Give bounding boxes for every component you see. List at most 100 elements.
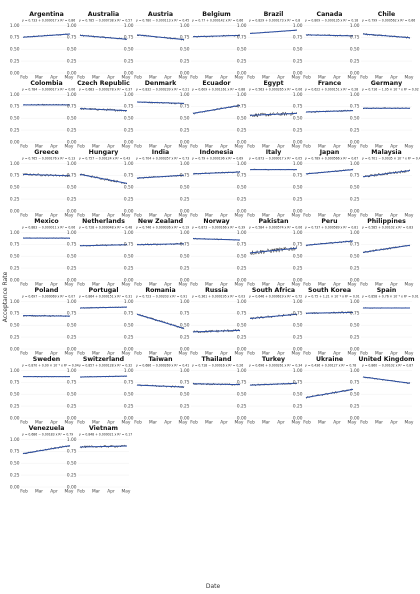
regression-equation: y = 0.757 − 0.00124 x R² = 0.43: [79, 157, 130, 161]
y-tick-label: 0.25: [67, 265, 77, 271]
x-tick-label: Apr: [164, 420, 172, 426]
x-tick-label: Apr: [277, 351, 285, 357]
y-tick-label: 0.00: [124, 277, 134, 283]
y-tick-label: 0.50: [180, 47, 190, 53]
regression-equation: y = 0.765 − 0.000176 x R² = 0.13: [22, 157, 75, 161]
y-tick-label: 0.75: [293, 35, 303, 41]
y-tick-label: 0.75: [10, 242, 20, 248]
regression-equation: y = 0.873 − 0.000017 x R² = 0.05: [249, 157, 302, 161]
x-tick-label: Feb: [20, 213, 28, 219]
y-tick-label: 0.25: [350, 403, 360, 409]
y-tick-label: 0.50: [10, 461, 20, 467]
x-tick-label: Feb: [20, 351, 28, 357]
trend-line: [79, 244, 128, 247]
x-tick-label: Mar: [375, 144, 383, 150]
regression-equation: y = 0.686 − 0.000269 x R² = 0.41: [136, 364, 189, 368]
x-tick-label: Feb: [77, 489, 85, 495]
y-tick-label: 1.00: [124, 23, 134, 29]
y-tick-label: 0.25: [124, 265, 134, 271]
y-tick-label: 0.00: [67, 277, 77, 283]
y-tick-label: 1.00: [10, 437, 20, 443]
panel-title: Egypt: [263, 80, 283, 87]
x-tick-label: Feb: [303, 213, 311, 219]
y-tick-label: 0.75: [350, 104, 360, 110]
y-tick-label: 0.50: [124, 392, 134, 398]
panel-title: Brazil: [264, 11, 284, 18]
x-tick-label: Apr: [50, 351, 58, 357]
trend-line: [362, 33, 411, 39]
x-tick-label: Feb: [360, 282, 368, 288]
trend-line: [136, 243, 185, 246]
y-tick-label: 0.50: [237, 254, 247, 260]
y-tick-label: 0.50: [67, 47, 77, 53]
y-tick-label: 0.25: [124, 196, 134, 202]
panel-title: Italy: [266, 149, 282, 156]
x-tick-label: Apr: [220, 144, 228, 150]
y-tick-label: 1.00: [180, 23, 190, 29]
y-tick-label: 0.25: [180, 127, 190, 133]
y-tick-label: 0.25: [67, 403, 77, 409]
x-tick-label: Apr: [390, 75, 398, 81]
x-tick-label: Apr: [107, 351, 115, 357]
y-tick-label: 1.00: [350, 92, 360, 98]
panel-title: Germany: [371, 80, 402, 87]
y-tick-label: 1.00: [180, 230, 190, 236]
trend-line: [79, 34, 128, 40]
x-tick-label: May: [65, 144, 74, 150]
y-tick-label: 0.50: [237, 47, 247, 53]
panel-title: Czech Republic: [77, 80, 130, 87]
x-tick-label: Apr: [333, 144, 341, 150]
x-tick-label: Apr: [277, 144, 285, 150]
y-tick-label: 0.50: [237, 116, 247, 122]
x-tick-label: Feb: [77, 213, 85, 219]
y-tick-label: 0.50: [10, 323, 20, 329]
x-tick-label: Apr: [390, 282, 398, 288]
x-tick-label: Feb: [77, 282, 85, 288]
x-tick-label: Apr: [107, 282, 115, 288]
y-tick-label: 0.00: [10, 70, 20, 76]
y-tick-label: 0.75: [237, 35, 247, 41]
x-tick-label: Mar: [375, 420, 383, 426]
regression-equation: y = 0.873 − 0.000166 x R² = 0.39: [192, 226, 245, 230]
y-tick-label: 1.00: [67, 161, 77, 167]
y-tick-label: 0.00: [237, 277, 247, 283]
y-tick-label: 0.00: [237, 415, 247, 421]
y-tick-label: 0.25: [293, 403, 303, 409]
y-tick-label: 0.75: [293, 173, 303, 179]
x-tick-label: Mar: [262, 420, 270, 426]
y-tick-label: 1.00: [293, 368, 303, 374]
trend-line: [249, 112, 298, 116]
trend-line: [136, 174, 185, 179]
y-tick-label: 0.25: [350, 196, 360, 202]
regression-equation: y = 0.701 − 0.0035 × 10⁻³ x R² = 0.41: [362, 157, 420, 161]
y-tick-label: 1.00: [10, 230, 20, 236]
x-tick-label: Feb: [20, 420, 28, 426]
x-tick-label: Mar: [149, 213, 157, 219]
regression-equation: y = 0.728 + 0.000048 x R² = 0.48: [79, 226, 132, 230]
x-tick-label: Mar: [92, 213, 100, 219]
x-tick-label: Feb: [303, 420, 311, 426]
y-tick-label: 0.75: [350, 380, 360, 386]
x-tick-label: Mar: [205, 351, 213, 357]
y-tick-label: 0.50: [350, 254, 360, 260]
trend-line: [362, 244, 411, 253]
y-tick-label: 0.25: [10, 196, 20, 202]
x-tick-label: Apr: [333, 282, 341, 288]
y-tick-label: 0.50: [350, 392, 360, 398]
x-tick-label: May: [179, 75, 188, 81]
x-tick-label: May: [122, 420, 131, 426]
y-tick-label: 0.25: [293, 127, 303, 133]
panel-title: Indonesia: [200, 149, 234, 156]
y-tick-label: 0.50: [350, 47, 360, 53]
x-tick-label: May: [122, 213, 131, 219]
trend-line: [305, 34, 354, 37]
x-tick-label: Mar: [205, 213, 213, 219]
y-tick-label: 1.00: [180, 92, 190, 98]
